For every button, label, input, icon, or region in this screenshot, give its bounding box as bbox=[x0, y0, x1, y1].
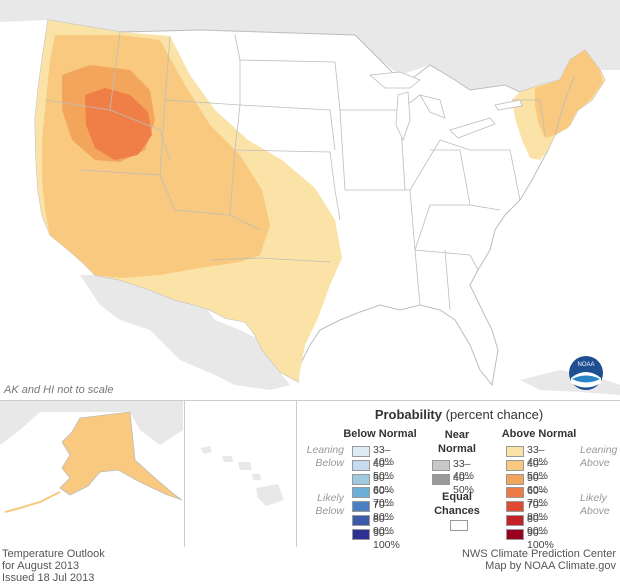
footer-line: Issued 18 Jul 2013 bbox=[2, 572, 95, 584]
legend-swatch-label: 70–80% bbox=[373, 499, 395, 524]
legend-title: Probability (percent chance) bbox=[298, 407, 620, 422]
legend-swatch bbox=[432, 473, 450, 485]
legend-swatch-label: 90–100% bbox=[373, 526, 400, 551]
footer-line: NWS Climate Prediction Center bbox=[461, 548, 616, 560]
equal-chances-header: Equal Chances bbox=[432, 490, 482, 518]
legend-swatch-label: 40–50% bbox=[527, 457, 549, 482]
legend: Probability (percent chance) Below Norma… bbox=[298, 401, 620, 551]
leaning-below-label: Leaning Below bbox=[298, 444, 344, 470]
side-label-line: Leaning bbox=[580, 444, 618, 456]
noaa-logo: NOAA bbox=[569, 356, 603, 390]
equal-chances-swatch bbox=[450, 520, 468, 531]
legend-swatch-label: 33–40% bbox=[527, 444, 549, 468]
legend-swatch bbox=[352, 501, 370, 513]
legend-swatch-label: 40–50% bbox=[373, 457, 395, 482]
hawaii-inset bbox=[200, 446, 284, 506]
legend-swatch-label: 50–60% bbox=[527, 471, 549, 496]
above-60-core bbox=[85, 88, 152, 160]
legend-swatch bbox=[352, 459, 370, 471]
legend-swatch bbox=[506, 473, 524, 485]
near-normal-header: Near Normal bbox=[432, 428, 482, 456]
legend-swatch-label: 80–90% bbox=[373, 513, 395, 537]
legend-title-bold: Probability bbox=[374, 407, 442, 422]
above-40-northeast bbox=[535, 50, 603, 138]
legend-swatch bbox=[432, 460, 450, 471]
legend-title-rest: (percent chance) bbox=[442, 407, 544, 422]
legend-swatch-label: 33–40% bbox=[453, 458, 475, 482]
legend-swatch bbox=[352, 473, 370, 485]
bahamas-cuba bbox=[520, 370, 620, 395]
legend-swatch bbox=[352, 446, 370, 457]
side-label-line: Above bbox=[580, 505, 610, 517]
legend-swatch bbox=[506, 446, 524, 457]
equal-chances-line: Chances bbox=[434, 505, 480, 517]
legend-swatch-label: 70–80% bbox=[527, 499, 549, 524]
scale-note: AK and HI not to scale bbox=[4, 384, 114, 396]
legend-swatch bbox=[506, 459, 524, 471]
near-normal-header-line: Near bbox=[444, 429, 470, 441]
leaning-above-label: Leaning Above bbox=[580, 444, 620, 470]
legend-swatch bbox=[506, 487, 524, 499]
side-label-line: Leaning bbox=[306, 444, 344, 456]
legend-swatch bbox=[506, 515, 524, 526]
above-normal-header: Above Normal bbox=[501, 428, 577, 440]
mexico-landmass bbox=[80, 275, 290, 390]
footer-right: NWS Climate Prediction Center Map by NOA… bbox=[462, 548, 616, 572]
legend-swatch-label: 50–60% bbox=[373, 471, 395, 496]
legend-swatch bbox=[352, 528, 370, 540]
legend-swatch-label: 40–50% bbox=[453, 471, 475, 496]
footer-line: Temperature Outlook bbox=[2, 548, 105, 560]
alaska-state bbox=[59, 411, 183, 501]
legend-swatch-label: 33–40% bbox=[373, 444, 395, 468]
side-label-line: Above bbox=[580, 457, 610, 469]
state-borders bbox=[44, 31, 576, 311]
side-label-line: Below bbox=[315, 457, 344, 469]
likely-above-label: Likely Above bbox=[580, 492, 620, 518]
footer-left: Temperature Outlook for August 2013 Issu… bbox=[2, 548, 105, 584]
aleutians bbox=[4, 491, 61, 513]
great-lakes bbox=[369, 71, 523, 142]
legend-swatch bbox=[352, 515, 370, 526]
legend-swatch-label: 90–100% bbox=[527, 526, 554, 551]
footer-line: Map by NOAA Climate.gov bbox=[485, 560, 616, 572]
legend-swatch bbox=[352, 487, 370, 499]
canada-landmass bbox=[0, 0, 620, 92]
side-label-line: Likely bbox=[580, 492, 607, 504]
noaa-logo-text: NOAA bbox=[577, 362, 594, 368]
alaska-inset bbox=[0, 401, 183, 513]
legend-swatch bbox=[506, 528, 524, 540]
legend-swatch-label: 80–90% bbox=[527, 513, 549, 537]
below-normal-header: Below Normal bbox=[343, 428, 417, 440]
likely-below-label: Likely Below bbox=[298, 492, 344, 518]
equal-chances-line: Equal bbox=[442, 491, 472, 503]
side-label-line: Likely bbox=[317, 492, 344, 504]
legend-swatch-label: 60–70% bbox=[527, 485, 549, 510]
legend-swatch-label: 60–70% bbox=[373, 485, 395, 510]
side-label-line: Below bbox=[315, 505, 344, 517]
footer-line: for August 2013 bbox=[2, 560, 80, 572]
alaska-context bbox=[0, 401, 183, 445]
legend-swatch bbox=[506, 501, 524, 513]
near-normal-header-line: Normal bbox=[438, 443, 476, 455]
